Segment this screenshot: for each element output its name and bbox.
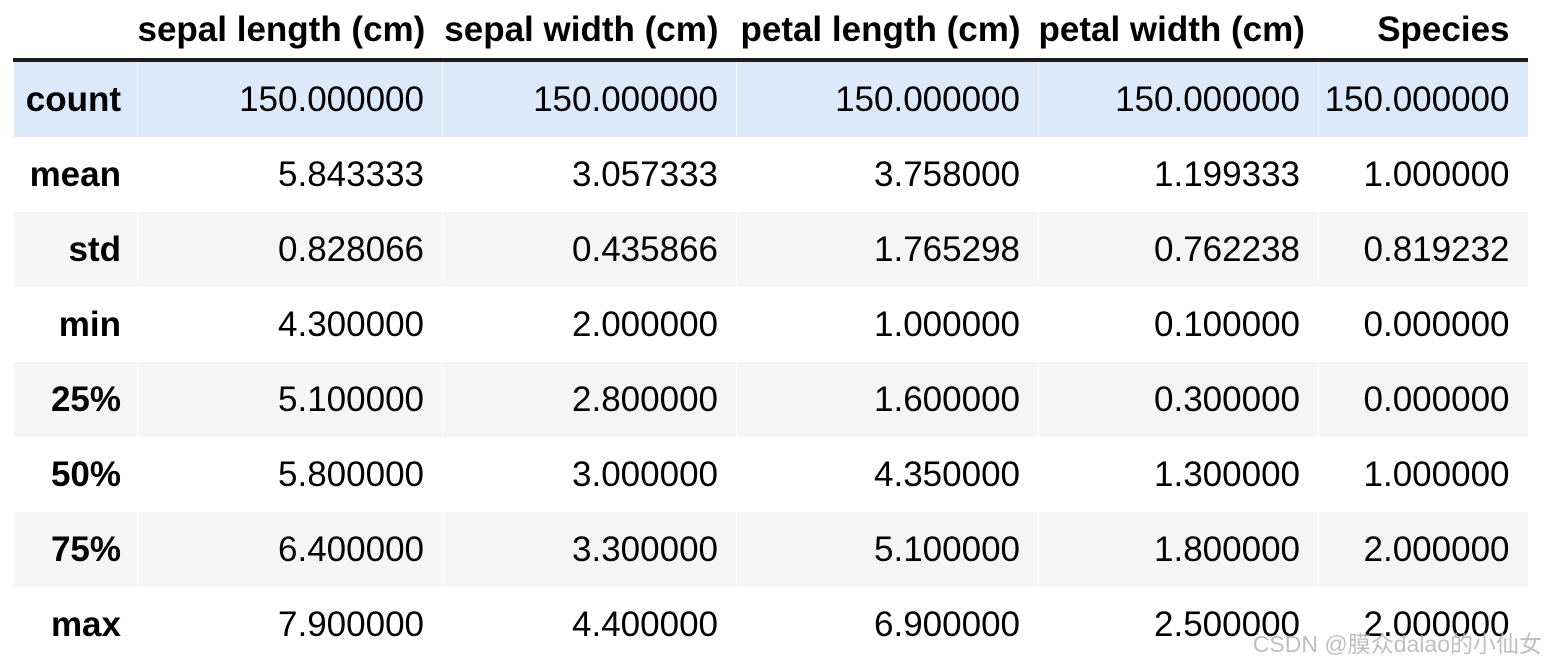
col-header-petal-length: petal length (cm) — [736, 0, 1039, 62]
cell-value: 150.000000 — [137, 60, 443, 137]
row-label: 75% — [13, 512, 138, 587]
cell-value: 1.800000 — [1038, 512, 1319, 587]
row-label: 25% — [13, 362, 138, 437]
table-row-count: count 150.000000 150.000000 150.000000 1… — [13, 60, 1528, 137]
cell-value: 1.000000 — [1318, 437, 1528, 512]
table-body: count 150.000000 150.000000 150.000000 1… — [13, 60, 1528, 662]
cell-value: 0.000000 — [1318, 287, 1528, 362]
cell-value: 5.843333 — [137, 137, 443, 212]
cell-value: 4.400000 — [442, 587, 737, 662]
cell-value: 0.435866 — [442, 212, 737, 287]
cell-value: 150.000000 — [736, 60, 1039, 137]
row-label: min — [13, 287, 138, 362]
cell-value: 1.600000 — [736, 362, 1039, 437]
cell-value: 0.300000 — [1038, 362, 1319, 437]
row-label: count — [13, 60, 138, 137]
cell-value: 2.000000 — [1318, 587, 1528, 662]
cell-value: 2.800000 — [442, 362, 737, 437]
cell-value: 0.100000 — [1038, 287, 1319, 362]
row-label: max — [13, 587, 138, 662]
cell-value: 1.199333 — [1038, 137, 1319, 212]
cell-value: 5.800000 — [137, 437, 443, 512]
cell-value: 4.300000 — [137, 287, 443, 362]
cell-value: 150.000000 — [1318, 60, 1528, 137]
cell-value: 1.000000 — [1318, 137, 1528, 212]
cell-value: 4.350000 — [736, 437, 1039, 512]
row-label: 50% — [13, 437, 138, 512]
cell-value: 3.758000 — [736, 137, 1039, 212]
table-row-mean: mean 5.843333 3.057333 3.758000 1.199333… — [13, 137, 1528, 212]
col-header-sepal-length: sepal length (cm) — [137, 0, 443, 62]
table-row-std: std 0.828066 0.435866 1.765298 0.762238 … — [13, 212, 1528, 287]
cell-value: 3.057333 — [442, 137, 737, 212]
describe-table: sepal length (cm) sepal width (cm) petal… — [13, 0, 1528, 662]
cell-value: 6.400000 — [137, 512, 443, 587]
cell-value: 1.765298 — [736, 212, 1039, 287]
cell-value: 7.900000 — [137, 587, 443, 662]
table-row-min: min 4.300000 2.000000 1.000000 0.100000 … — [13, 287, 1528, 362]
col-header-petal-width: petal width (cm) — [1038, 0, 1319, 62]
col-header-sepal-width: sepal width (cm) — [442, 0, 737, 62]
header-row: sepal length (cm) sepal width (cm) petal… — [13, 0, 1528, 62]
cell-value: 2.000000 — [1318, 512, 1528, 587]
table-row-25pct: 25% 5.100000 2.800000 1.600000 0.300000 … — [13, 362, 1528, 437]
row-label: mean — [13, 137, 138, 212]
col-header-species: Species — [1318, 0, 1528, 62]
cell-value: 6.900000 — [736, 587, 1039, 662]
cell-value: 0.828066 — [137, 212, 443, 287]
table-row-50pct: 50% 5.800000 3.000000 4.350000 1.300000 … — [13, 437, 1528, 512]
cell-value: 150.000000 — [1038, 60, 1319, 137]
row-label: std — [13, 212, 138, 287]
cell-value: 3.000000 — [442, 437, 737, 512]
cell-value: 1.300000 — [1038, 437, 1319, 512]
cell-value: 0.762238 — [1038, 212, 1319, 287]
table-header: sepal length (cm) sepal width (cm) petal… — [13, 0, 1528, 62]
cell-value: 5.100000 — [736, 512, 1039, 587]
cell-value: 5.100000 — [137, 362, 443, 437]
cell-value: 2.000000 — [442, 287, 737, 362]
cell-value: 1.000000 — [736, 287, 1039, 362]
cell-value: 0.000000 — [1318, 362, 1528, 437]
cell-value: 0.819232 — [1318, 212, 1528, 287]
table-row-75pct: 75% 6.400000 3.300000 5.100000 1.800000 … — [13, 512, 1528, 587]
cell-value: 150.000000 — [442, 60, 737, 137]
col-header-index — [13, 0, 138, 62]
cell-value: 3.300000 — [442, 512, 737, 587]
table-row-max: max 7.900000 4.400000 6.900000 2.500000 … — [13, 587, 1528, 662]
cell-value: 2.500000 — [1038, 587, 1319, 662]
